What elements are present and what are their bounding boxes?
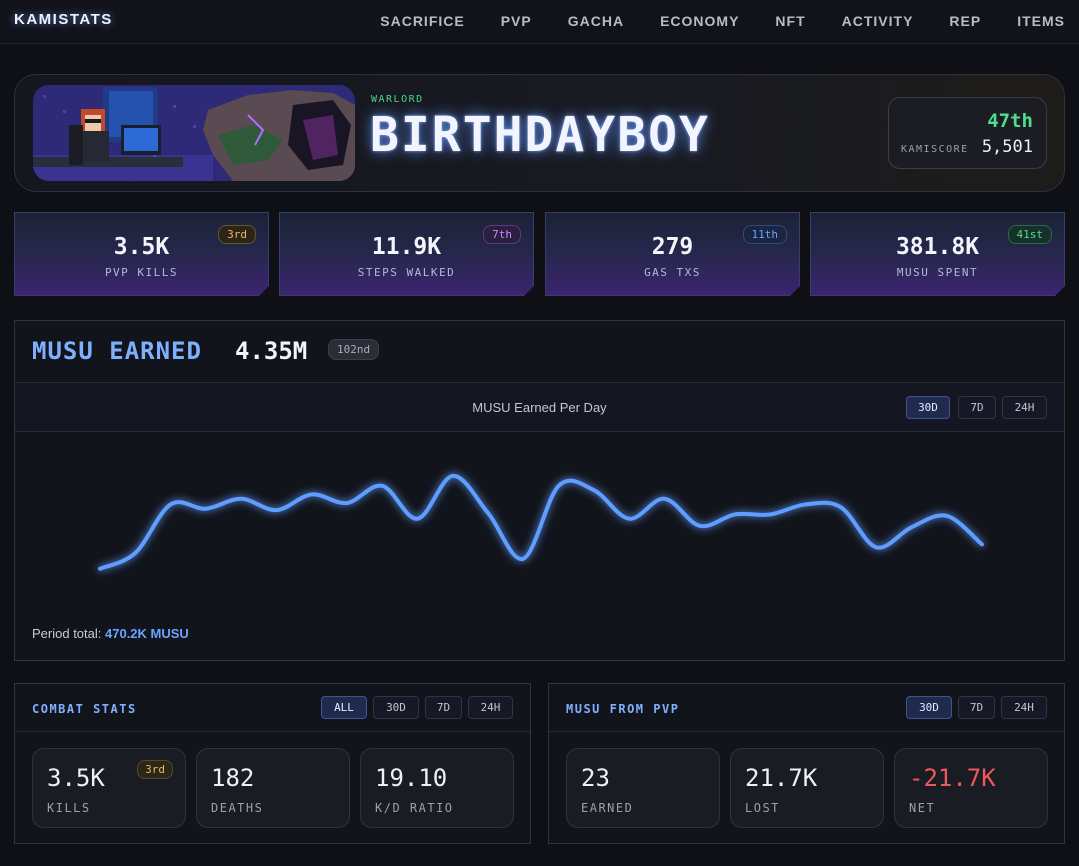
musu-earned-total: 4.35M	[235, 337, 308, 365]
kills-value: 3.5K	[47, 764, 105, 792]
stat-card-pvp-kills: 3rd 3.5K PVP KILLS	[14, 212, 269, 296]
player-banner-image	[33, 85, 355, 181]
pvp-net-label: NET	[909, 801, 936, 815]
period-total: Period total: 470.2K MUSU	[32, 626, 189, 641]
deaths-card: 182 DEATHS	[196, 748, 350, 828]
pvp-range-30d-button[interactable]: 30D	[906, 696, 952, 719]
kills-rank-badge: 3rd	[137, 760, 173, 779]
kd-ratio-value: 19.10	[375, 764, 448, 792]
stat-value: 3.5K	[113, 234, 170, 260]
pvp-range-24h-button[interactable]: 24H	[1001, 696, 1047, 719]
chart-toolbar: MUSU Earned Per Day 30D 7D 24H	[15, 382, 1064, 432]
deaths-value: 182	[211, 764, 255, 792]
nav-link-economy[interactable]: ECONOMY	[660, 13, 740, 29]
combat-range-all-button[interactable]: ALL	[321, 696, 367, 719]
musu-earned-panel: MUSU EARNED 4.35M 102nd MUSU Earned Per …	[14, 320, 1065, 661]
brand-logo[interactable]: KAMISTATS	[14, 11, 113, 28]
musu-series-line	[98, 473, 984, 571]
stat-rank-badge: 7th	[483, 225, 521, 244]
player-rank-title: WARLORD	[371, 94, 424, 105]
deaths-label: DEATHS	[211, 801, 264, 815]
nav-link-sacrifice[interactable]: SACRIFICE	[380, 13, 465, 29]
kd-ratio-card: 19.10 K/D RATIO	[360, 748, 514, 828]
nav-link-rep[interactable]: REP	[949, 13, 982, 29]
pvp-range-7d-button[interactable]: 7D	[958, 696, 995, 719]
nav-link-nft[interactable]: NFT	[775, 13, 806, 29]
pvp-lost-value: 21.7K	[745, 764, 818, 792]
kills-card: 3.5K 3rd KILLS	[32, 748, 186, 828]
nav-links: SACRIFICE PVP GACHA ECONOMY NFT ACTIVITY…	[380, 13, 1065, 29]
pvp-net-card: -21.7K NET	[894, 748, 1048, 828]
kills-label: KILLS	[47, 801, 91, 815]
combat-range-7d-button[interactable]: 7D	[425, 696, 462, 719]
combat-stats-title: COMBAT STATS	[32, 702, 137, 716]
top-nav: KAMISTATS SACRIFICE PVP GACHA ECONOMY NF…	[0, 0, 1079, 44]
musu-earned-rank-badge: 102nd	[328, 339, 380, 360]
stat-card-gas-txs: 11th 279 GAS TXS	[545, 212, 800, 296]
chart-subtitle: MUSU Earned Per Day	[472, 400, 607, 415]
musu-per-day-chart	[98, 473, 984, 571]
combat-range-30d-button[interactable]: 30D	[373, 696, 419, 719]
player-name: BIRTHDAYBOY	[370, 107, 710, 163]
kamiscore-box: 47th KAMISCORE 5,501	[888, 97, 1047, 169]
stat-value: 11.9K	[371, 234, 442, 260]
stat-value: 381.8K	[895, 234, 980, 260]
nav-link-activity[interactable]: ACTIVITY	[841, 13, 914, 29]
stat-label: PVP KILLS	[104, 266, 179, 279]
stat-card-musu-spent: 41st 381.8K MUSU SPENT	[810, 212, 1065, 296]
kamiscore-rank: 47th	[987, 110, 1033, 132]
combat-stats-header: COMBAT STATS ALL 30D 7D 24H	[15, 684, 530, 732]
chart-range-30d-button[interactable]: 30D	[906, 396, 950, 419]
nav-link-items[interactable]: ITEMS	[1017, 13, 1065, 29]
kamiscore-value: 5,501	[981, 137, 1033, 157]
period-total-value: 470.2K MUSU	[105, 626, 189, 641]
combat-range-24h-button[interactable]: 24H	[468, 696, 513, 719]
musu-pvp-title: MUSU FROM PVP	[566, 702, 680, 716]
stat-rank-badge: 3rd	[218, 225, 256, 244]
pvp-lost-card: 21.7K LOST	[730, 748, 884, 828]
pvp-earned-card: 23 EARNED	[566, 748, 720, 828]
stat-label: MUSU SPENT	[896, 266, 979, 279]
musu-pvp-header: MUSU FROM PVP 30D 7D 24H	[549, 684, 1064, 732]
stat-label: STEPS WALKED	[357, 266, 456, 279]
period-total-label: Period total:	[32, 626, 102, 641]
stat-rank-badge: 41st	[1008, 225, 1053, 244]
player-hero: WARLORD BIRTHDAYBOY 47th KAMISCORE 5,501	[14, 74, 1065, 192]
pvp-earned-value: 23	[581, 764, 610, 792]
stat-rank-badge: 11th	[743, 225, 788, 244]
nav-link-gacha[interactable]: GACHA	[567, 13, 625, 29]
chart-range-24h-button[interactable]: 24H	[1002, 396, 1047, 419]
pvp-net-value: -21.7K	[909, 764, 996, 792]
combat-stats-panel: COMBAT STATS ALL 30D 7D 24H 3.5K 3rd KIL…	[14, 683, 531, 844]
musu-from-pvp-panel: MUSU FROM PVP 30D 7D 24H 23 EARNED 21.7K…	[548, 683, 1065, 844]
stat-value: 279	[651, 234, 694, 260]
pvp-earned-label: EARNED	[581, 801, 634, 815]
chart-panel-title: MUSU EARNED	[32, 337, 202, 365]
stat-card-steps-walked: 7th 11.9K STEPS WALKED	[279, 212, 534, 296]
chart-range-7d-button[interactable]: 7D	[958, 396, 996, 419]
pvp-lost-label: LOST	[745, 801, 780, 815]
stat-label: GAS TXS	[644, 266, 701, 279]
nav-link-pvp[interactable]: PVP	[500, 13, 532, 29]
kd-ratio-label: K/D RATIO	[375, 801, 454, 815]
kamiscore-label: KAMISCORE	[901, 144, 969, 155]
